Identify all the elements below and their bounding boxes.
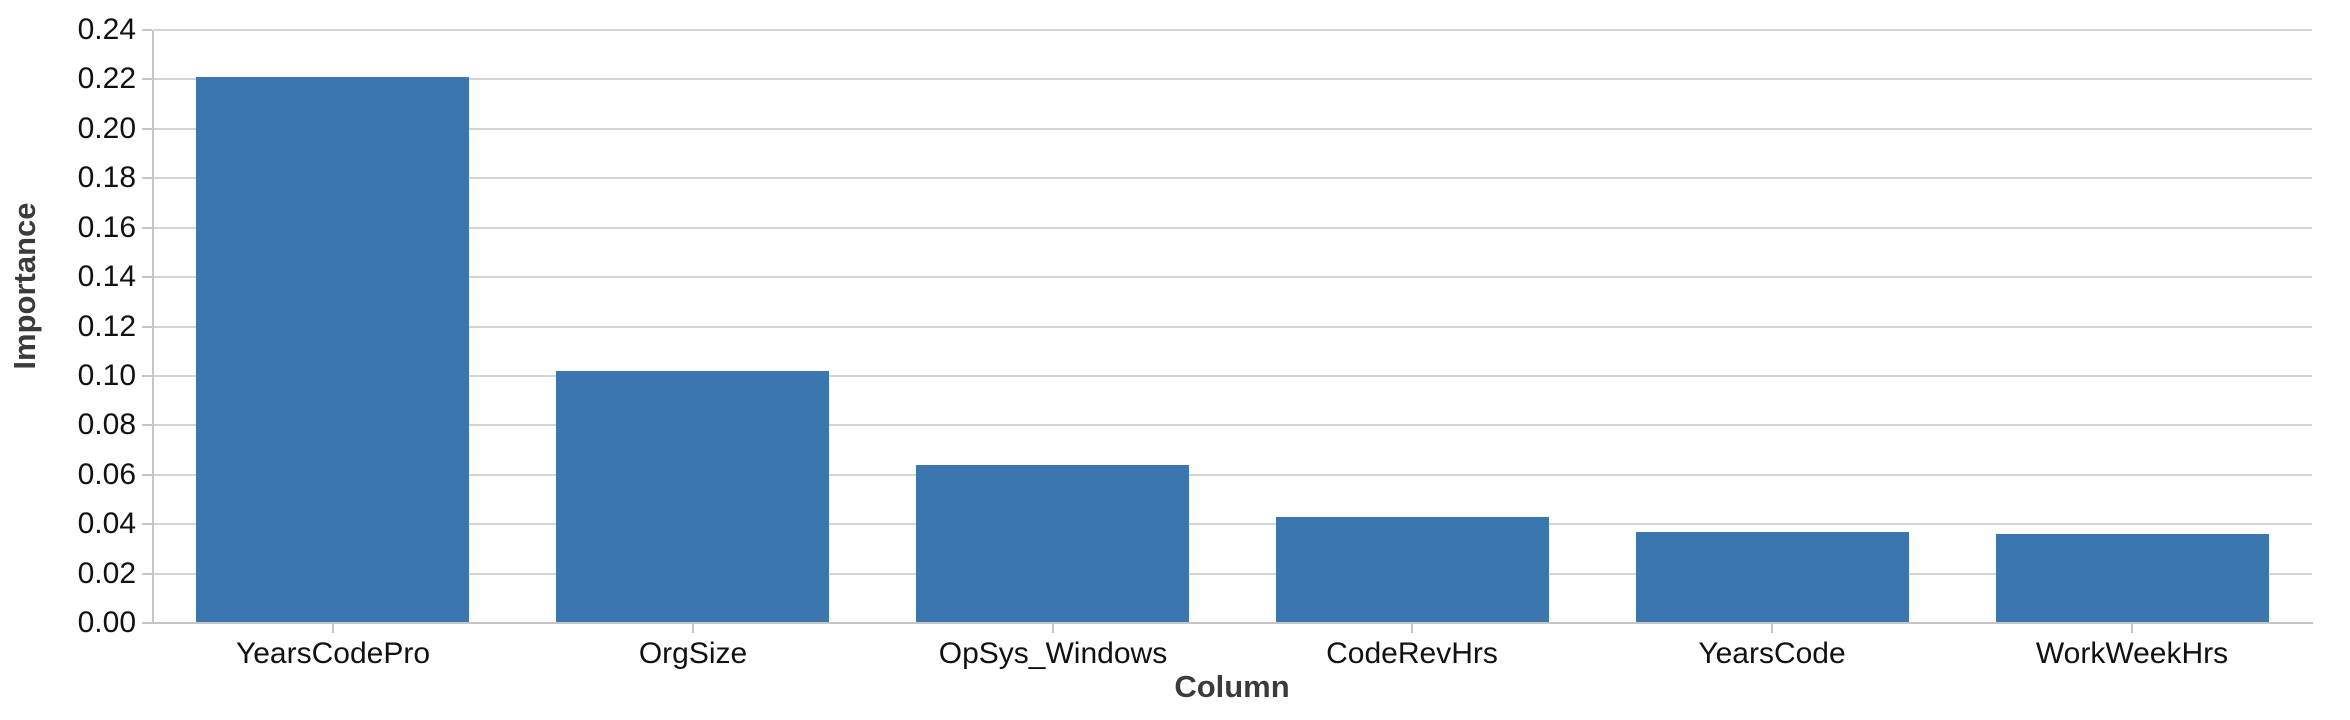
y-tick-mark bbox=[142, 375, 152, 377]
x-tick-mark bbox=[1411, 624, 1413, 633]
x-tick-mark bbox=[692, 624, 694, 633]
y-tick-label: 0.00 bbox=[77, 606, 136, 639]
bar-YearsCode bbox=[1636, 532, 1909, 623]
x-tick-label: CodeRevHrs bbox=[1326, 637, 1498, 670]
y-tick-mark bbox=[142, 474, 152, 476]
y-tick-label: 0.22 bbox=[77, 62, 136, 95]
bar-OpSys_Windows bbox=[916, 465, 1189, 623]
y-tick-mark bbox=[142, 78, 152, 80]
y-tick-label: 0.14 bbox=[77, 260, 136, 293]
y-tick-mark bbox=[142, 29, 152, 31]
y-tick-mark bbox=[142, 326, 152, 328]
x-tick-mark bbox=[1052, 624, 1054, 633]
x-tick-mark bbox=[2131, 624, 2133, 633]
bar-WorkWeekHrs bbox=[1996, 534, 2269, 623]
y-gridline bbox=[154, 227, 2312, 229]
y-tick-mark bbox=[142, 276, 152, 278]
y-gridline bbox=[154, 29, 2312, 31]
x-axis-line bbox=[152, 622, 2313, 624]
y-tick-label: 0.18 bbox=[77, 161, 136, 194]
y-tick-mark bbox=[142, 177, 152, 179]
x-axis-title: Column bbox=[1174, 669, 1290, 704]
y-gridline bbox=[154, 375, 2312, 377]
y-gridline bbox=[154, 573, 2312, 575]
x-tick-mark bbox=[1771, 624, 1773, 633]
y-tick-label: 0.10 bbox=[77, 359, 136, 392]
y-tick-label: 0.16 bbox=[77, 211, 136, 244]
y-tick-mark bbox=[142, 424, 152, 426]
x-tick-label: OpSys_Windows bbox=[938, 637, 1168, 670]
y-gridline bbox=[154, 523, 2312, 525]
y-gridline bbox=[154, 128, 2312, 130]
y-tick-label: 0.04 bbox=[77, 507, 136, 540]
y-gridline bbox=[154, 276, 2312, 278]
y-tick-mark bbox=[142, 128, 152, 130]
y-tick-mark bbox=[142, 622, 152, 624]
y-gridline bbox=[154, 424, 2312, 426]
y-gridline bbox=[154, 474, 2312, 476]
x-tick-label: YearsCode bbox=[1698, 637, 1846, 670]
y-tick-label: 0.20 bbox=[77, 112, 136, 145]
y-tick-mark bbox=[142, 227, 152, 229]
bar-CodeRevHrs bbox=[1276, 517, 1549, 623]
y-tick-mark bbox=[142, 523, 152, 525]
y-tick-label: 0.06 bbox=[77, 458, 136, 491]
y-gridline bbox=[154, 78, 2312, 80]
y-tick-mark bbox=[142, 573, 152, 575]
bar-YearsCodePro bbox=[196, 77, 469, 623]
y-gridline bbox=[154, 326, 2312, 328]
y-tick-label: 0.12 bbox=[77, 310, 136, 343]
y-gridline bbox=[154, 177, 2312, 179]
x-tick-label: YearsCodePro bbox=[235, 637, 431, 670]
y-tick-label: 0.24 bbox=[77, 13, 136, 46]
y-tick-label: 0.02 bbox=[77, 557, 136, 590]
x-tick-label: OrgSize bbox=[638, 637, 748, 670]
y-axis-line bbox=[152, 30, 154, 624]
x-tick-label: WorkWeekHrs bbox=[2035, 637, 2229, 670]
x-tick-mark bbox=[332, 624, 334, 633]
y-tick-label: 0.08 bbox=[77, 408, 136, 441]
bar-OrgSize bbox=[556, 371, 829, 623]
